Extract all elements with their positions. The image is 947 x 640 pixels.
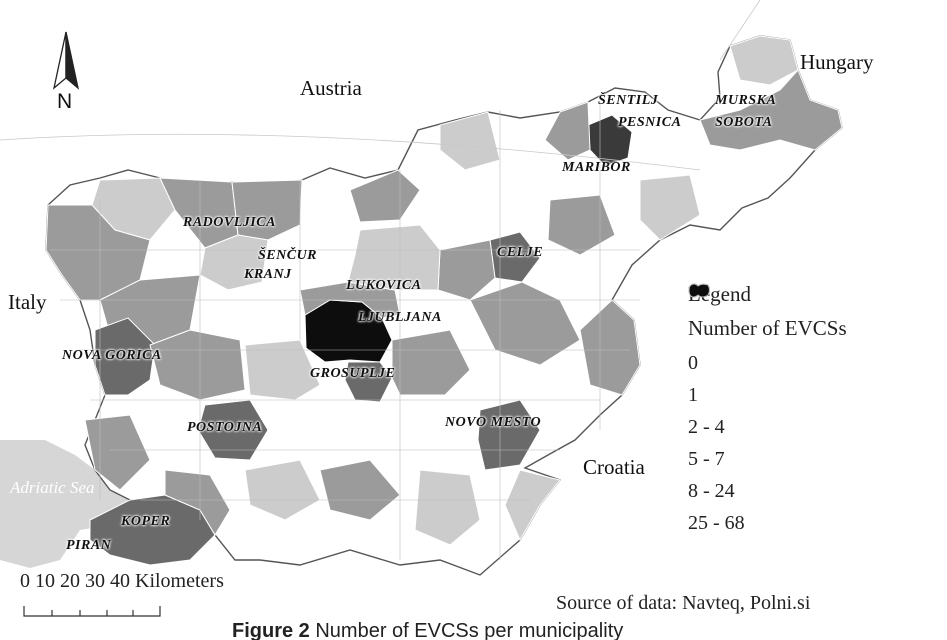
city-label-celje: CELJE	[497, 245, 544, 260]
city-label-grosuplje: GROSUPLJE	[310, 366, 396, 381]
municipality-class-2-4	[391, 329, 471, 396]
scale-bar-label: 0 10 20 30 40 Kilometers	[20, 570, 224, 592]
legend-item: 8 - 24	[688, 283, 918, 507]
city-label-postojna: POSTOJNA	[187, 420, 263, 435]
municipality-class-2-4	[544, 101, 591, 161]
city-label-ljubljana: LJUBLJANA	[358, 310, 442, 325]
municipality-class-2-4	[84, 414, 151, 491]
municipality-class-1	[347, 224, 441, 291]
city-label-novo-mesto: NOVO MESTO	[445, 415, 542, 430]
city-label-sentilj: ŠENTILJ	[598, 93, 659, 108]
legend-item-label: 1	[688, 383, 698, 406]
caption-text: Number of EVCSs per municipality	[315, 620, 624, 640]
municipalities	[45, 35, 843, 566]
city-label-murska: MURSKA	[715, 93, 777, 108]
legend-item-label: 5 - 7	[688, 447, 725, 470]
legend-swatch-icon	[688, 283, 710, 298]
country-label-hungary: Hungary	[800, 50, 874, 74]
north-arrow-icon	[52, 31, 80, 90]
city-label-koper: KOPER	[121, 514, 171, 529]
municipality-class-5-7	[344, 361, 393, 403]
municipality-borders	[50, 95, 640, 560]
city-label-sobota: SOBOTA	[715, 115, 773, 130]
source-note: Source of data: Navteq, Polni.si	[556, 592, 811, 614]
municipality-class-5-7	[89, 494, 216, 566]
municipality-class-1	[504, 469, 561, 542]
legend-item-label: 25 - 68	[688, 511, 745, 534]
municipality-class-1	[729, 35, 799, 86]
municipality-class-2-4	[699, 69, 843, 151]
legend-subtitle: Number of EVCSs	[688, 316, 847, 340]
municipality-class-1	[639, 174, 701, 241]
graticule-arc	[0, 0, 761, 171]
municipality-class-2-4	[349, 169, 421, 223]
municipality-class-1	[439, 111, 501, 171]
legend-item: 5 - 7	[688, 283, 918, 475]
caption-prefix: Figure 2	[232, 620, 310, 640]
country-label-austria: Austria	[300, 76, 362, 100]
municipality-class-5-7	[94, 317, 156, 396]
municipality-class-1	[244, 459, 321, 521]
city-label-maribor: MARIBOR	[562, 160, 631, 175]
municipality-class-2-4	[164, 469, 231, 536]
municipality-class-1	[414, 469, 481, 546]
city-label-pesnica: PESNICA	[618, 115, 682, 130]
municipality-class-2-4	[149, 329, 246, 401]
scale-bar-icon	[23, 606, 161, 617]
municipality-class-1	[244, 339, 321, 401]
legend-item: 25 - 68	[688, 283, 918, 539]
city-label-lukovica: LUKOVICA	[346, 278, 422, 293]
legend-item: 0	[688, 283, 918, 379]
city-label-radovljica: RADOVLJICA	[183, 215, 276, 230]
legend-item: 2 - 4	[688, 283, 918, 443]
municipality-class-2-4	[547, 194, 616, 256]
legend-item: 1	[688, 283, 918, 411]
city-label-nova-gorica: NOVA GORICA	[62, 348, 162, 363]
map-legend: Legend Number of EVCSs 0 1 2 - 4 5 - 7 8 - 2…	[688, 282, 918, 539]
city-label-kranj: KRANJ	[244, 267, 292, 282]
adriatic-sea	[0, 440, 140, 568]
legend-classes: 0 1 2 - 4 5 - 7 8 - 24 25 - 68	[688, 283, 918, 539]
legend-item-label: 0	[688, 351, 698, 374]
legend-item-label: 2 - 4	[688, 415, 725, 438]
city-label-sencur: ŠENČUR	[258, 248, 318, 263]
municipality-class-2-4	[319, 459, 401, 521]
legend-item-label: 8 - 24	[688, 479, 735, 502]
city-label-piran: PIRAN	[66, 538, 112, 553]
sea-label: Adriatic Sea	[10, 478, 95, 497]
legend-title: Legend	[688, 282, 751, 306]
country-label-italy: Italy	[8, 290, 47, 314]
country-label-croatia: Croatia	[583, 455, 645, 479]
figure-caption: Figure 2 Number of EVCSs per municipalit…	[232, 620, 623, 640]
municipality-class-2-4	[231, 179, 303, 241]
north-arrow-label: N	[57, 90, 73, 113]
